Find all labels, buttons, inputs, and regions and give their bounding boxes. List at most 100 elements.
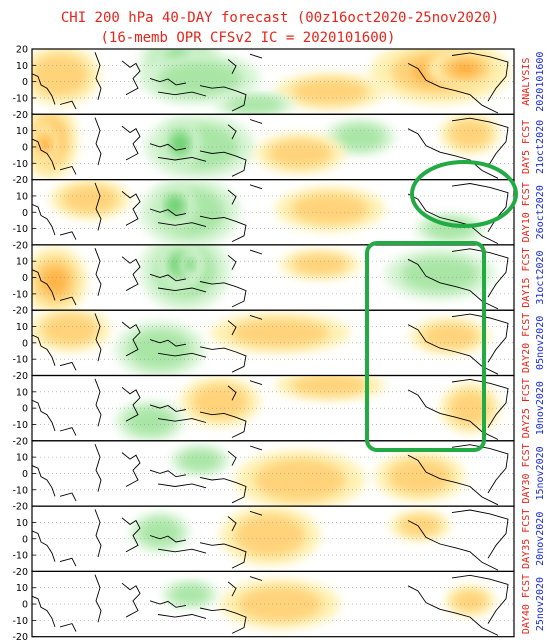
anomaly-shading	[115, 375, 500, 441]
y-tick-label: -20	[12, 436, 28, 447]
panel-date-label: 10nov2020	[535, 381, 546, 435]
y-tick-label: -20	[12, 632, 28, 643]
positive-anomaly-patch	[449, 119, 491, 148]
y-tick-label: 0	[22, 77, 28, 88]
y-tick-label: -10	[12, 93, 28, 104]
positive-anomaly-patch	[291, 193, 369, 225]
panel-6: 10 0 -10 -20 DAY30 FCST 15nov2020	[12, 440, 546, 513]
y-tick-label: 10	[16, 322, 28, 333]
negative-anomaly-patch	[227, 96, 283, 113]
positive-anomaly-patch	[399, 515, 441, 537]
positive-anomaly-patch	[449, 390, 491, 426]
y-tick-label: -10	[12, 289, 28, 300]
y-tick-label: 10	[16, 387, 28, 398]
y-tick-label: -10	[12, 224, 28, 235]
panel-date-label: 26oct2020	[535, 185, 546, 239]
positive-anomaly-patch	[388, 459, 452, 495]
panel-date-label: 20nov2020	[535, 512, 546, 566]
panel-date-label: 05nov2020	[535, 316, 546, 370]
negative-anomaly-patch	[167, 196, 183, 215]
panel-5: 10 0 -10 -20 DAY25 FCST 10nov2020	[12, 374, 546, 447]
positive-anomaly-patch	[32, 54, 88, 97]
y-tick-label: -10	[12, 616, 28, 627]
negative-anomaly-patch	[172, 133, 188, 154]
y-tick-label: 10	[16, 583, 28, 594]
panel-lead-label: DAY30 FCST	[521, 443, 532, 503]
positive-anomaly-patch	[231, 319, 329, 348]
positive-anomaly-patch	[42, 314, 98, 346]
coastline	[32, 52, 509, 114]
positive-anomaly-patch	[291, 78, 369, 105]
positive-anomaly-patch	[268, 139, 332, 168]
panel-0: 20 10 0 -10 -20 ANALYSIS 2020101600	[12, 45, 546, 121]
positive-anomaly-patch	[62, 185, 118, 214]
panel-date-label: 31oct2020	[535, 250, 546, 304]
y-tick-label: 10	[16, 257, 28, 268]
y-tick-label: 0	[22, 338, 28, 349]
positive-anomaly-patch	[235, 514, 305, 557]
positive-anomaly-patch	[422, 323, 478, 349]
y-tick-label: 0	[22, 404, 28, 415]
positive-anomaly-patch	[254, 458, 346, 501]
negative-anomaly-patch	[335, 124, 385, 150]
panel-lead-label: DAY40 FCST	[521, 574, 532, 634]
panel-lead-label: DAY10 FCST	[521, 182, 532, 242]
panel-date-label: 25nov2020	[535, 577, 546, 631]
y-tick-label: -20	[12, 175, 28, 186]
y-tick-label: -10	[12, 485, 28, 496]
y-tick-label: -10	[12, 420, 28, 431]
anomaly-shading	[50, 179, 485, 245]
positive-anomaly-patch	[291, 375, 369, 396]
positive-anomaly-patch	[42, 267, 68, 295]
y-tick-label: 0	[22, 600, 28, 611]
panel-lead-label: DAY15 FCST	[521, 247, 532, 307]
coastline	[32, 443, 509, 506]
positive-anomaly-patch	[452, 590, 488, 612]
y-tick-label: -10	[12, 551, 28, 562]
y-tick-label: 20	[16, 45, 28, 56]
negative-anomaly-patch	[125, 407, 175, 436]
panel-date-label: 2020101600	[535, 52, 546, 112]
panel-7: 10 0 -10 -20 DAY35 FCST 20nov2020	[12, 505, 546, 578]
highlight-annotations	[365, 160, 518, 452]
highlight-rectangle	[365, 241, 486, 452]
y-tick-label: 0	[22, 208, 28, 219]
panel-lead-label: DAY20 FCST	[521, 313, 532, 373]
y-tick-label: -10	[12, 355, 28, 366]
y-tick-label: 0	[22, 273, 28, 284]
y-tick-label: 0	[22, 534, 28, 545]
y-tick-label: 10	[16, 126, 28, 137]
panel-2: 10 0 -10 -20 DAY10 FCST 26oct2020	[12, 179, 546, 251]
chart-title: CHI 200 hPa 40-DAY forecast (00z16oct202…	[61, 10, 499, 26]
y-tick-label: -20	[12, 110, 28, 121]
y-tick-label: -20	[12, 371, 28, 382]
y-tick-label: -20	[12, 502, 28, 513]
positive-anomaly-patch	[192, 384, 248, 420]
negative-anomaly-patch	[158, 60, 242, 96]
panel-date-label: 15nov2020	[535, 446, 546, 500]
coastline	[32, 378, 509, 440]
y-tick-label: 10	[16, 61, 28, 72]
panel-8: 10 0 -10 -20 DAY40 FCST 25nov2020	[12, 570, 546, 643]
negative-anomaly-patch	[179, 449, 221, 471]
negative-anomaly-patch	[170, 584, 210, 605]
y-tick-label: 10	[16, 453, 28, 464]
positive-anomaly-patch	[461, 66, 469, 71]
anomaly-shading	[130, 506, 450, 566]
panel-lead-label: DAY5 FCST	[521, 120, 532, 174]
panel-lead-label: DAY25 FCST	[521, 378, 532, 438]
positive-anomaly-patch	[43, 141, 47, 146]
negative-anomaly-patch	[189, 263, 191, 266]
highlight-ellipse	[410, 160, 518, 228]
y-tick-label: 10	[16, 191, 28, 202]
y-tick-label: 0	[22, 142, 28, 153]
y-tick-label: -10	[12, 159, 28, 170]
panel-date-label: 21oct2020	[535, 120, 546, 174]
coastline	[32, 117, 509, 179]
positive-anomaly-patch	[292, 253, 348, 275]
y-tick-label: -20	[12, 240, 28, 251]
panel-lead-label: ANALYSIS	[521, 58, 532, 106]
coastline	[32, 509, 509, 571]
panel-1: 10 0 -10 -20 DAY5 FCST 21oct2020	[12, 113, 546, 186]
